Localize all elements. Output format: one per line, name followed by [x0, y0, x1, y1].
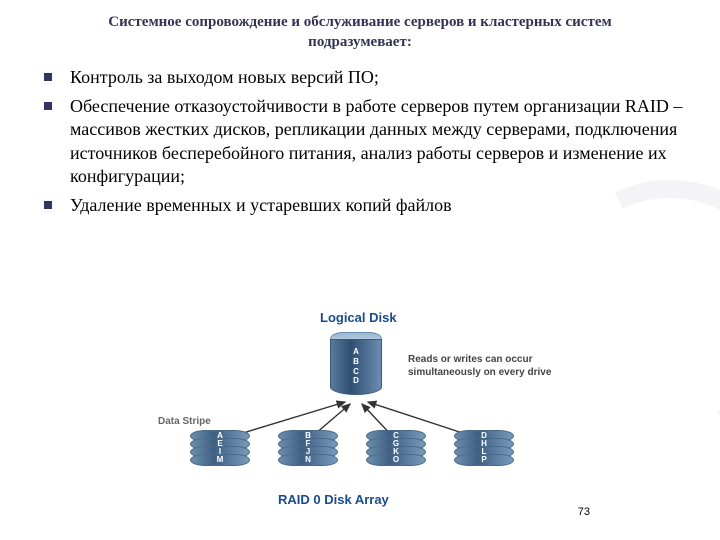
drive-0: A E I M	[190, 430, 250, 480]
cyl-letter: D	[353, 377, 359, 386]
cyl-letter: C	[353, 368, 359, 377]
raid-diagram: Logical Disk A B C D Reads or writes can…	[150, 310, 570, 520]
stripe-letter: M	[217, 456, 224, 464]
cyl-letter: B	[353, 358, 359, 367]
stripe-letter: O	[393, 456, 399, 464]
cyl-letter: A	[353, 348, 359, 357]
raid-array-label: RAID 0 Disk Array	[278, 492, 389, 507]
reads-note: Reads or writes can occur simultaneously…	[408, 354, 570, 379]
bullet-item: Обеспечение отказоустойчивости в работе …	[44, 92, 690, 192]
logical-disk-cylinder: A B C D	[330, 332, 382, 400]
drive-2: C G K O	[366, 430, 426, 480]
bullet-item: Контроль за выходом новых версий ПО;	[44, 63, 690, 92]
page-number: 73	[578, 506, 590, 518]
data-stripe-label: Data Stripe	[158, 416, 211, 427]
logical-disk-label: Logical Disk	[320, 310, 397, 325]
bullet-item: Удаление временных и устаревших копий фа…	[44, 191, 690, 220]
drive-3: D H L P	[454, 430, 514, 480]
slide-title: Системное сопровождение и обслуживание с…	[0, 0, 720, 63]
bullet-list: Контроль за выходом новых версий ПО; Обе…	[0, 63, 720, 221]
stripe-letter: N	[305, 456, 311, 464]
drive-row: A E I M B F J N C G K O D H L P	[190, 430, 514, 480]
drive-1: B F J N	[278, 430, 338, 480]
stripe-letter: P	[481, 456, 486, 464]
